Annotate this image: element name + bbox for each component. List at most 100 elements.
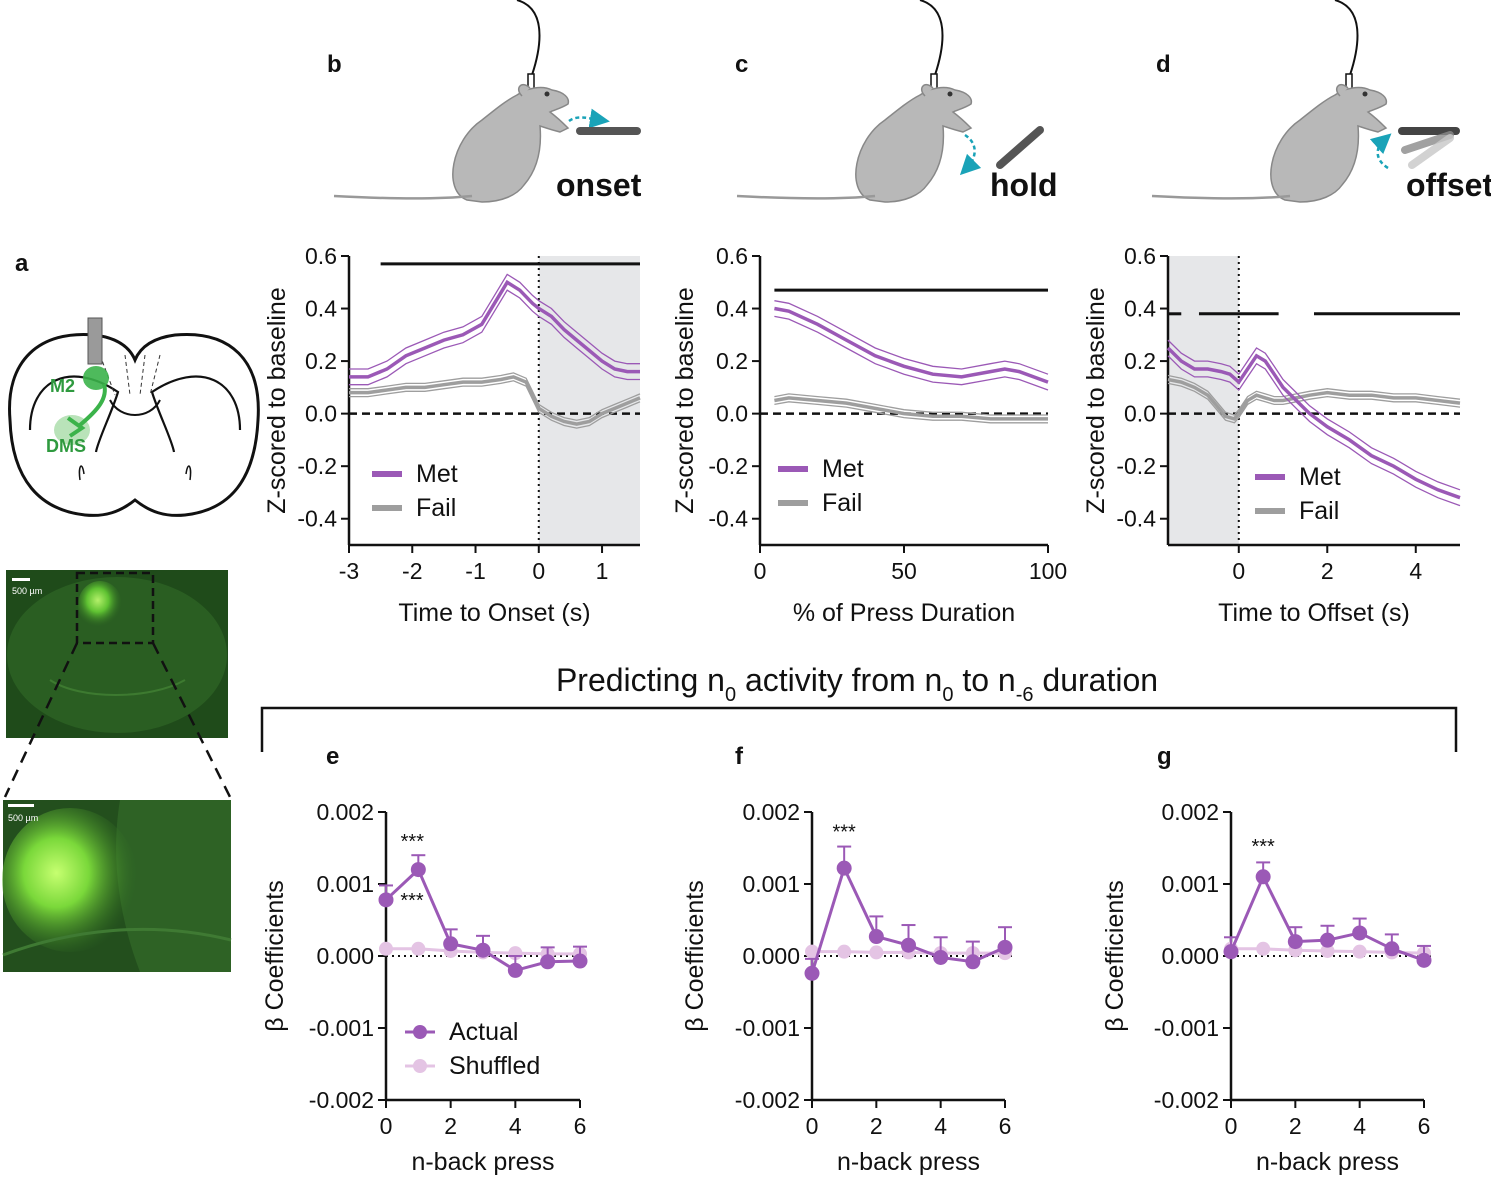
y-tick-label: 0.0	[716, 401, 748, 427]
actual-point	[933, 949, 949, 965]
y-tick-label: 0.2	[305, 348, 337, 374]
fail-sem-upper	[349, 372, 641, 421]
actual-point	[1223, 944, 1239, 960]
zoom-box	[75, 571, 155, 645]
met-mean-line	[774, 306, 1049, 384]
chart-e: -0.002 -0.001 0.000 0.001 0.002 0 2 4 6 n-back pr…	[261, 799, 590, 1176]
y-tick-label: 0.000	[1161, 943, 1219, 969]
fail-sem-upper	[1167, 374, 1461, 416]
fail-mean-line	[774, 396, 1048, 421]
met-sem-lower	[774, 315, 1049, 391]
actual-point	[572, 953, 588, 969]
legend-label: Actual	[449, 1018, 518, 1046]
x-axis-label: n-back press	[411, 1148, 554, 1176]
x-axis-label: Time to Onset (s)	[398, 599, 590, 627]
shuffled-point	[379, 941, 393, 956]
y-tick-label: 0.001	[742, 871, 800, 897]
x-axis-label: Time to Offset (s)	[1218, 599, 1410, 627]
y-tick-label: 0.001	[316, 871, 374, 897]
optic-tracts	[78, 465, 192, 481]
mouse-body	[452, 86, 570, 203]
x-tick-label: 1	[596, 558, 609, 584]
y-tick-label: -0.001	[1154, 1015, 1219, 1041]
x-tick-label: 4	[934, 1113, 947, 1139]
chart-d: -0.4 -0.2 0.0 0.2 0.4 0.6 0 2 4 Time to Offset (s…	[1082, 243, 1461, 627]
y-tick-label: 0.6	[716, 243, 748, 269]
x-tick-label: 100	[1029, 558, 1067, 584]
mouse-ear	[1336, 84, 1349, 97]
fail-sem-lower	[1167, 382, 1461, 424]
y-tick-label: 0.4	[305, 296, 337, 322]
brain-outline	[8, 332, 260, 517]
significance-stars: ***	[401, 831, 425, 853]
actual-point	[507, 962, 523, 978]
projection-arrow	[78, 383, 107, 427]
fail-sem-lower	[349, 380, 641, 429]
y-tick-label: 0.002	[1161, 799, 1219, 825]
corpus-callosum	[109, 399, 161, 416]
histology-zoom-structure	[2, 927, 232, 957]
x-tick-label: 0	[1225, 1113, 1238, 1139]
y-tick-label: -0.4	[297, 506, 337, 532]
panel-label-g: g	[1157, 743, 1172, 770]
zoom-line-left	[3, 642, 79, 798]
x-tick-label: 2	[1321, 558, 1334, 584]
mouse-tail	[333, 194, 473, 200]
actual-point	[1352, 925, 1368, 941]
hold-label: hold	[990, 167, 1058, 203]
y-axis-label: Z-scored to baseline	[1082, 287, 1110, 514]
actual-point	[378, 892, 394, 908]
mouse-ear	[518, 84, 531, 97]
mouse-ear	[921, 84, 934, 97]
y-tick-label: 0.4	[1124, 296, 1156, 322]
actual-point	[1416, 952, 1432, 968]
regression-title: Predicting n0 activity from n0 to n-6 du…	[556, 662, 1158, 706]
actual-point	[475, 942, 491, 958]
histology-zoom: 500 µm	[2, 800, 232, 972]
fail-mean-line	[349, 375, 641, 426]
y-tick-label: -0.2	[708, 453, 748, 479]
chart-g: -0.002 -0.001 0.000 0.001 0.002 0 2 4 6 n-back pr…	[1101, 799, 1434, 1176]
panel-a: a M2 DMS 500 µm	[2, 250, 260, 972]
y-tick-label: 0.001	[1161, 871, 1219, 897]
ventricle-left	[28, 375, 120, 453]
legend-marker	[413, 1059, 427, 1073]
m2-injection	[83, 366, 109, 390]
actual-point	[1287, 934, 1303, 950]
y-tick-label: -0.2	[1116, 453, 1156, 479]
scale-bar	[12, 578, 30, 581]
y-tick-label: -0.2	[297, 453, 337, 479]
histology-fluorescence	[78, 581, 122, 629]
panel-label-b: b	[327, 51, 342, 78]
onset-label: onset	[556, 167, 642, 203]
x-tick-label: -3	[339, 558, 359, 584]
x-tick-label: 0	[806, 1113, 819, 1139]
actual-point	[836, 860, 852, 876]
ventricle-right	[150, 375, 242, 453]
x-tick-label: 4	[1409, 558, 1422, 584]
x-tick-label: 6	[574, 1113, 587, 1139]
panel-label-f: f	[735, 743, 744, 770]
y-tick-label: 0.2	[1124, 348, 1156, 374]
m2-label: M2	[50, 376, 75, 396]
histology-tissue	[7, 577, 227, 733]
x-tick-label: 0	[380, 1113, 393, 1139]
shuffled-point	[837, 944, 852, 959]
x-tick-label: 4	[1353, 1113, 1366, 1139]
dms-label: DMS	[46, 436, 86, 456]
fail-mean-line	[1167, 377, 1461, 421]
x-tick-label: 6	[1418, 1113, 1431, 1139]
reach-arrow	[568, 108, 610, 129]
y-tick-label: 0.4	[716, 296, 748, 322]
y-tick-label: 0.6	[1124, 243, 1156, 269]
fail-sem-lower	[774, 401, 1048, 424]
y-tick-label: 0.002	[316, 799, 374, 825]
mouse-hold-schematic: c	[735, 0, 1044, 203]
met-sem-upper	[349, 273, 640, 370]
chart-c: -0.4 -0.2 0.0 0.2 0.4 0.6 0 50 100 % of Press Dur…	[671, 243, 1067, 627]
actual-point	[410, 862, 426, 878]
legend-label: Fail	[1299, 497, 1339, 525]
x-tick-label: 2	[1289, 1113, 1302, 1139]
significance-stars: ***	[1251, 836, 1275, 858]
